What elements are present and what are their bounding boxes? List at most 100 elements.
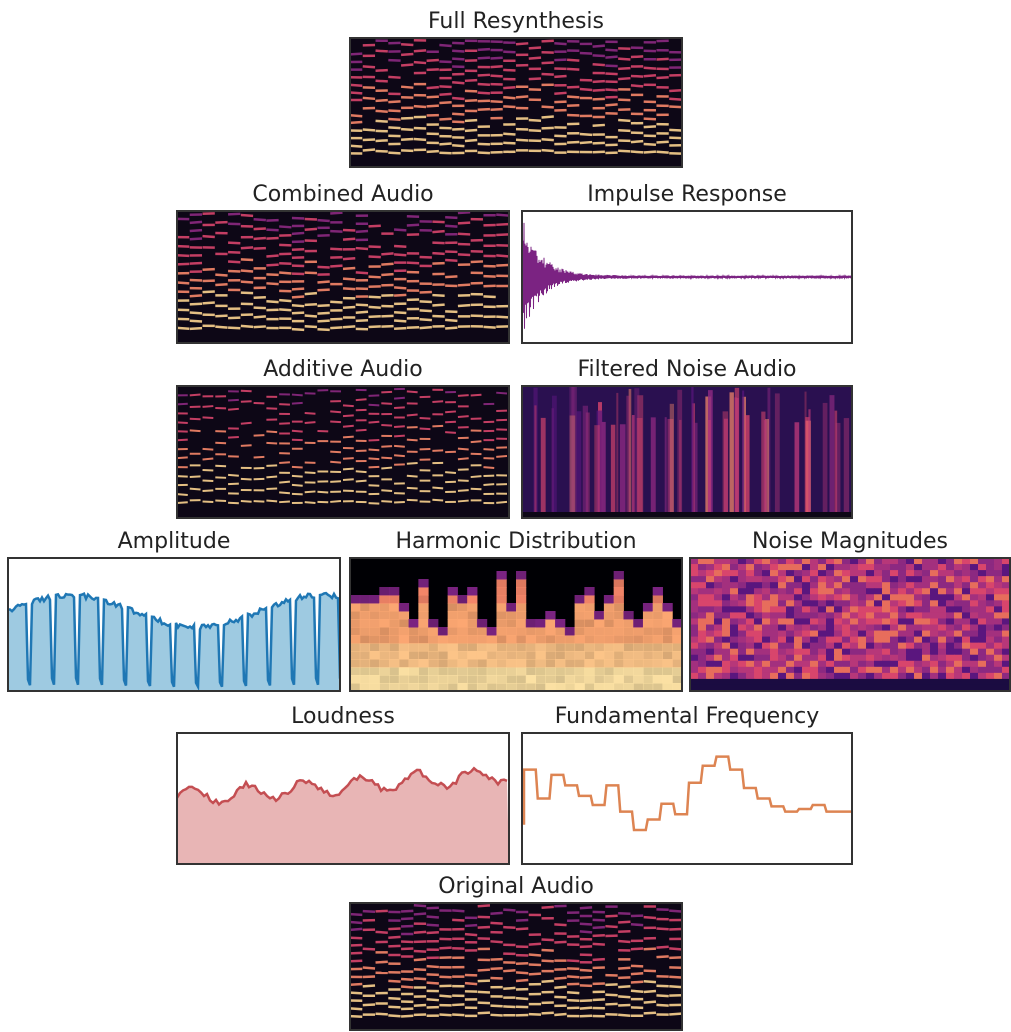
magnitude-cell <box>890 618 899 625</box>
harmonic-cell <box>447 659 458 668</box>
harmonic-cell <box>603 667 615 676</box>
harmonic-cell <box>408 635 419 644</box>
harmonic-trace <box>452 1003 465 1007</box>
harmonic-trace <box>515 42 529 46</box>
magnitude-cell <box>818 648 827 656</box>
magnitude-cell <box>778 570 787 577</box>
harmonic-trace <box>388 1005 401 1009</box>
magnitude-cell <box>994 570 1003 577</box>
harmonic-trace <box>240 499 252 503</box>
magnitude-cell <box>994 648 1003 656</box>
magnitude-cell <box>890 678 899 686</box>
magnitude-cell <box>738 618 747 625</box>
harmonic-cell <box>516 619 527 628</box>
harmonic-trace <box>554 940 567 944</box>
magnitude-cell <box>738 642 747 650</box>
magnitude-cell <box>946 648 955 656</box>
harmonic-trace <box>189 220 203 225</box>
harmonic-trace <box>643 150 657 154</box>
harmonic-cell <box>379 675 390 684</box>
harmonic-trace <box>483 295 496 299</box>
harmonic-trace <box>567 967 580 971</box>
harmonic-cell <box>584 587 595 596</box>
harmonic-cell <box>359 611 371 620</box>
magnitude-cell <box>754 636 763 644</box>
harmonic-cell <box>642 683 654 691</box>
harmonic-trace <box>457 211 471 215</box>
magnitude-cell <box>690 558 699 565</box>
harmonic-cell <box>389 667 400 676</box>
harmonic-trace <box>477 990 491 994</box>
harmonic-trace <box>426 85 439 90</box>
magnitude-cell <box>690 576 699 583</box>
magnitude-cell <box>730 564 739 571</box>
harmonic-trace <box>483 325 496 329</box>
magnitude-cell <box>946 678 955 686</box>
magnitude-cell <box>890 564 899 571</box>
magnitude-cell <box>810 648 819 656</box>
magnitude-cell <box>754 558 763 565</box>
magnitude-cell <box>882 576 891 583</box>
harmonic-cell <box>457 603 468 612</box>
magnitude-cell <box>970 606 979 613</box>
harmonic-trace <box>464 923 478 928</box>
harmonic-cell <box>623 619 634 628</box>
harmonic-trace <box>368 325 381 329</box>
harmonic-cell <box>398 619 410 628</box>
magnitude-cell <box>826 576 835 583</box>
magnitude-cell <box>922 642 931 650</box>
harmonic-trace <box>554 995 567 999</box>
magnitude-cell <box>874 594 883 601</box>
magnitude-cell <box>794 672 803 680</box>
magnitude-cell <box>858 606 867 613</box>
magnitude-cell <box>850 558 859 565</box>
harmonic-trace <box>592 62 605 67</box>
harmonic-cell <box>672 675 682 684</box>
magnitude-cell <box>690 666 699 674</box>
harmonic-cell <box>476 667 488 676</box>
harmonic-trace <box>554 985 567 990</box>
harmonic-trace <box>375 149 388 153</box>
magnitude-cell <box>730 648 739 656</box>
magnitude-cell <box>778 648 787 656</box>
magnitude-cell <box>922 558 931 565</box>
magnitude-cell <box>850 648 859 656</box>
magnitude-cell <box>818 660 827 668</box>
magnitude-cell <box>810 612 819 619</box>
magnitude-cell <box>834 588 843 595</box>
harmonic-trace <box>419 417 431 420</box>
harmonic-cell <box>389 643 400 652</box>
magnitude-cell <box>778 576 787 583</box>
magnitude-cell <box>810 660 819 668</box>
magnitude-cell <box>906 582 915 589</box>
magnitude-cell <box>906 594 915 601</box>
harmonic-trace <box>355 271 369 275</box>
harmonic-cell <box>545 611 556 620</box>
harmonic-trace <box>413 137 427 142</box>
harmonic-trace <box>515 918 529 922</box>
harmonic-trace <box>342 457 354 460</box>
harmonic-cell <box>476 675 488 684</box>
harmonic-trace <box>669 105 682 109</box>
harmonic-trace <box>253 455 265 459</box>
magnitude-cell <box>866 624 875 632</box>
harmonic-trace <box>419 317 432 322</box>
magnitude-cell <box>738 564 747 571</box>
magnitude-cell <box>962 582 971 589</box>
magnitude-cell <box>930 684 939 691</box>
harmonic-cell <box>467 595 478 604</box>
harmonic-trace <box>457 447 469 451</box>
harmonic-trace <box>464 98 478 103</box>
magnitude-cell <box>754 576 763 583</box>
harmonic-cell <box>467 667 478 676</box>
harmonic-cell <box>467 651 478 660</box>
magnitude-cell <box>826 636 835 644</box>
harmonic-trace <box>304 227 318 231</box>
magnitude-cell <box>850 642 859 650</box>
magnitude-cell <box>770 570 779 577</box>
harmonic-trace <box>477 107 491 111</box>
magnitude-cell <box>946 684 955 691</box>
harmonic-trace <box>515 95 529 99</box>
harmonic-cell <box>437 651 449 660</box>
magnitude-cell <box>962 654 971 662</box>
